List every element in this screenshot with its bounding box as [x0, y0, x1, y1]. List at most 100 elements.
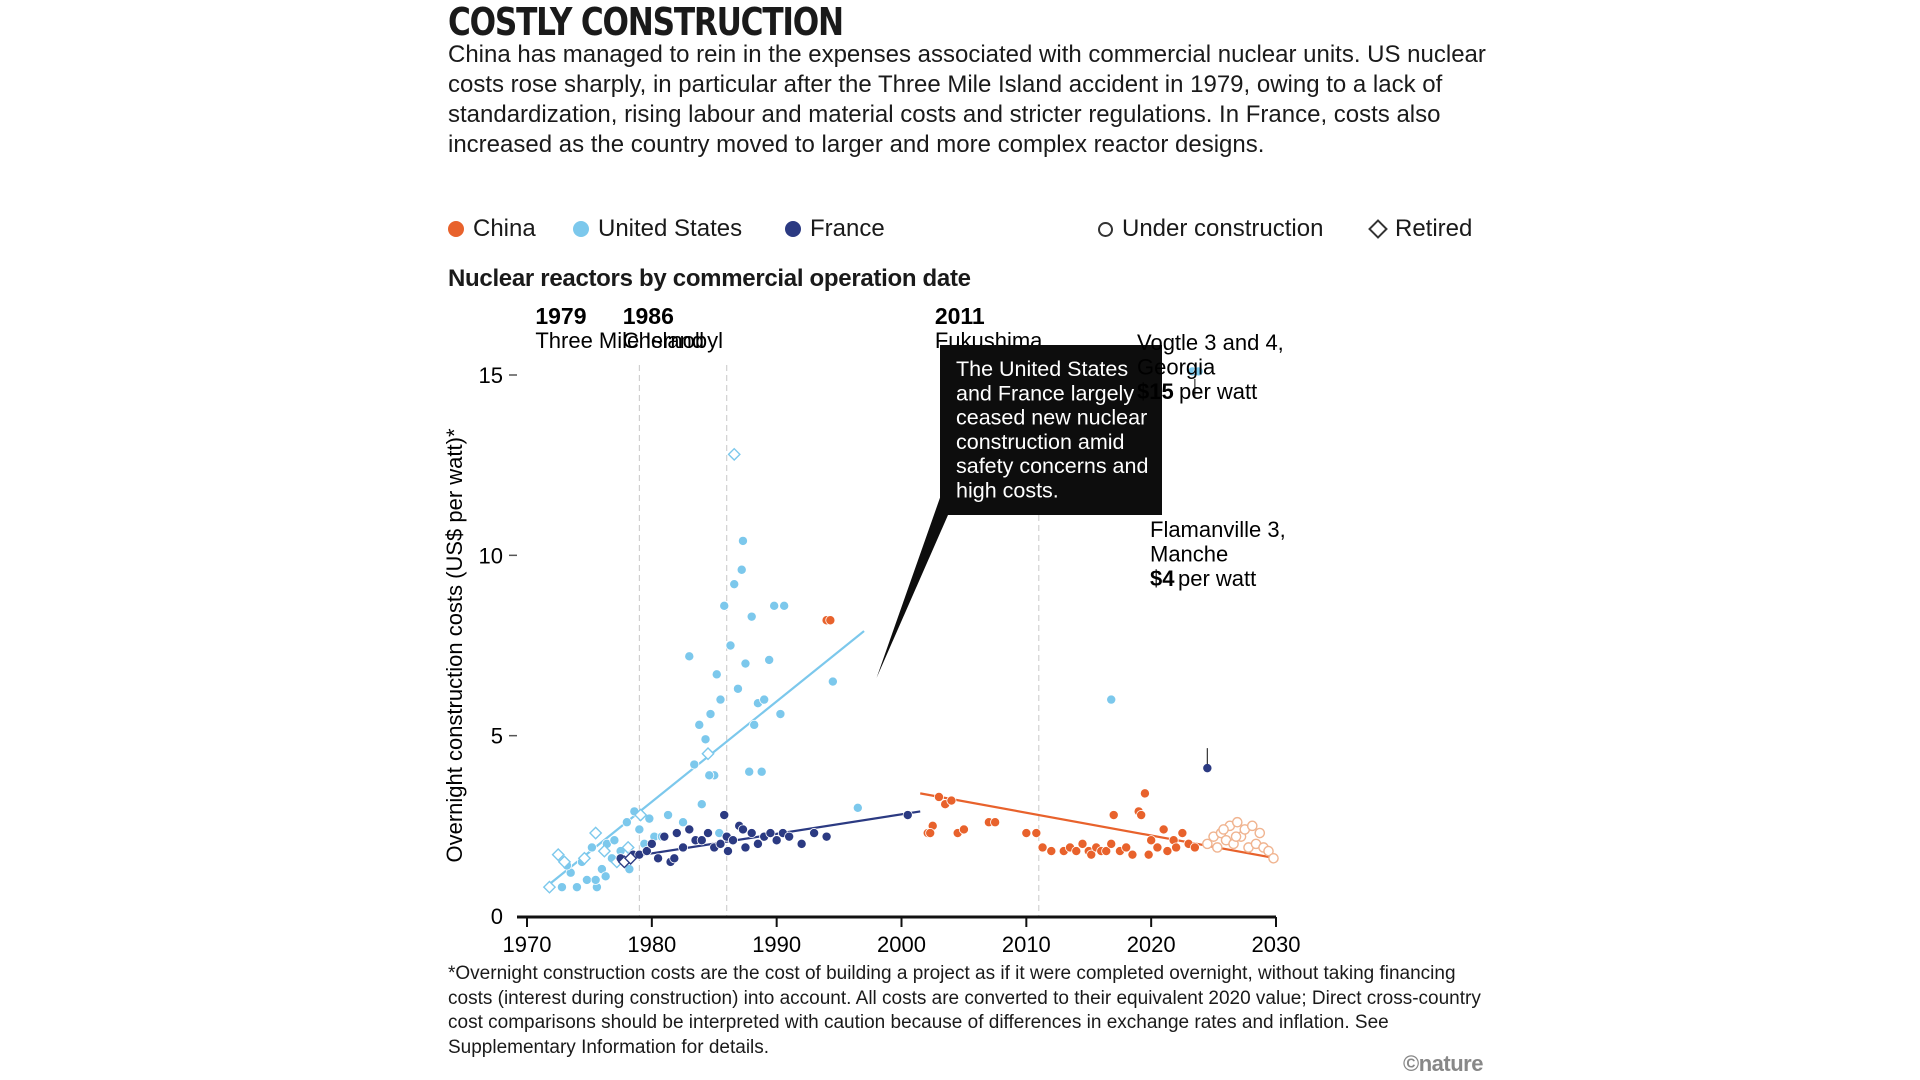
france-point — [784, 831, 795, 842]
china-point — [1152, 842, 1163, 853]
china-point — [1031, 828, 1042, 839]
figure: COSTLY CONSTRUCTION China has managed to… — [440, 0, 1500, 1080]
united-states-point — [759, 694, 770, 705]
united-states-point — [711, 669, 722, 680]
callout-box — [940, 345, 1162, 515]
x-tick-label: 1970 — [503, 932, 552, 957]
legend-us-label: United States — [598, 215, 743, 242]
united-states-point — [571, 882, 582, 893]
china-point — [1143, 849, 1154, 860]
china-point — [1121, 842, 1132, 853]
china-construction-point — [1232, 816, 1243, 828]
france-point — [722, 846, 733, 857]
china-point — [946, 795, 957, 806]
china-point — [1139, 788, 1150, 799]
event-year: 1986 — [623, 303, 674, 329]
china-construction-point — [1254, 827, 1266, 839]
china-point — [1189, 842, 1200, 853]
callout-text: ceased new nuclear — [956, 406, 1147, 430]
china-point — [1171, 842, 1182, 853]
china-point — [933, 791, 944, 802]
united-states-point — [729, 579, 740, 590]
china-point — [1108, 810, 1119, 821]
france-point — [696, 835, 707, 846]
china-point — [1177, 828, 1188, 839]
china-construction-point — [1268, 852, 1279, 864]
united-states-point — [684, 651, 695, 662]
united-states-point — [775, 709, 786, 720]
china-point — [1106, 838, 1117, 849]
china-point — [1046, 846, 1057, 857]
france-point — [671, 828, 682, 839]
france-point — [752, 838, 763, 849]
vogtle-label: Georgia — [1137, 355, 1216, 380]
china-dot-icon — [448, 221, 464, 237]
france-retired-point — [623, 851, 638, 865]
callout-text: safety concerns and — [956, 454, 1148, 478]
x-tick-label: 2020 — [1127, 932, 1176, 957]
us-dot-icon — [573, 221, 589, 237]
france-point — [796, 838, 807, 849]
intro-text: China has managed to rein in the expense… — [448, 41, 1486, 158]
france-point — [678, 842, 689, 853]
x-tick-label: 1990 — [752, 932, 801, 957]
figure-title: COSTLY CONSTRUCTION — [448, 0, 844, 44]
event-year: 2011 — [935, 303, 985, 329]
france-point — [684, 824, 695, 835]
trendline-united-states — [545, 630, 865, 889]
callout-text: construction amid — [956, 430, 1125, 454]
united-states-point — [736, 564, 747, 575]
france-point — [746, 828, 757, 839]
china-point — [1077, 838, 1088, 849]
united-states-point — [678, 817, 689, 828]
france-point — [809, 828, 820, 839]
y-tick-label: 15 — [479, 363, 503, 388]
united-states-point — [779, 600, 790, 611]
united-states-point — [634, 824, 645, 835]
france-point — [715, 838, 726, 849]
france-point — [737, 824, 748, 835]
callout-text: and France largely — [956, 381, 1134, 405]
united-states-point — [663, 810, 674, 821]
united-states-point — [715, 694, 726, 705]
france-point — [659, 831, 670, 842]
china-construction-point — [1218, 824, 1229, 835]
legend-us: United States — [573, 215, 742, 243]
x-tick-label: 1980 — [627, 932, 676, 957]
axes-layer: 1970 1980 1990 2000 2010 2020 2030 0 5 10 15 Overni… — [442, 363, 1300, 957]
united-states-retired-point — [597, 844, 612, 858]
united-states-point — [694, 719, 705, 730]
china-point — [990, 817, 1001, 828]
china-point — [1037, 842, 1048, 853]
china-point — [1021, 828, 1032, 839]
united-states-point — [689, 759, 700, 770]
legend-france-label: France — [810, 215, 885, 242]
united-states-retired-point — [701, 747, 715, 761]
china-point — [925, 828, 936, 839]
united-states-point — [749, 719, 760, 730]
y-tick-label: 5 — [491, 724, 503, 749]
united-states-point — [769, 600, 780, 611]
china-point — [825, 615, 836, 626]
legend: China United States France Under constru… — [448, 215, 1488, 247]
china-point — [1086, 849, 1097, 860]
legend-china: China — [448, 215, 536, 243]
china-point — [1071, 846, 1082, 857]
france-point — [902, 810, 913, 821]
y-tick-label: 10 — [479, 543, 503, 568]
united-states-point — [705, 709, 716, 720]
united-states-point — [746, 611, 757, 622]
united-states-point — [764, 654, 775, 665]
china-point — [1101, 846, 1112, 857]
china-point — [1146, 835, 1157, 846]
united-states-retired-point — [589, 826, 603, 840]
united-states-point — [732, 683, 743, 694]
united-states-point — [719, 600, 730, 611]
united-states-point — [586, 842, 597, 853]
points-layer — [542, 366, 1279, 894]
legend-retired: Retired — [1368, 215, 1472, 243]
united-states-retired-point — [727, 447, 741, 461]
footnote: *Overnight construction costs are the co… — [448, 963, 1481, 1058]
france-point — [1202, 763, 1213, 774]
france-point — [641, 846, 652, 857]
